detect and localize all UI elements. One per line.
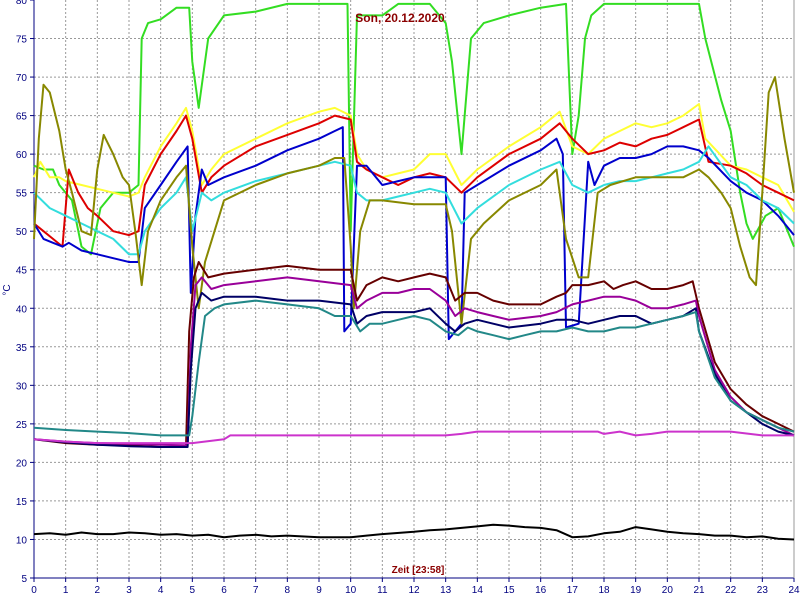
- x-tick-label: 16: [535, 585, 547, 596]
- y-tick-label: 45: [16, 266, 28, 277]
- x-tick-label: 17: [567, 585, 579, 596]
- x-tick-label: 12: [408, 585, 420, 596]
- tick-labels: 0 1 2 3 4 5 6 7 8 9 10 11 12 13 14 15 16 17 18 19 20 21 22 23 24…: [16, 0, 800, 596]
- y-tick-label: 60: [16, 150, 28, 161]
- series-line-12: [33, 523, 795, 541]
- grid: [33, 0, 795, 579]
- x-tick-label: 15: [503, 585, 515, 596]
- y-tick-label: 10: [16, 535, 28, 546]
- x-tick-label: 23: [757, 585, 769, 596]
- y-tick-label: 50: [16, 227, 28, 238]
- series-line-11: [33, 430, 794, 445]
- x-tick-label: 5: [190, 585, 196, 596]
- y-tick-label: 15: [16, 497, 28, 508]
- series-line-6: [33, 76, 795, 325]
- series-lines: [33, 2, 795, 541]
- x-tick-label: 8: [285, 585, 291, 596]
- y-tick-label: 40: [16, 304, 28, 315]
- x-tick-label: 3: [126, 585, 132, 596]
- y-tick-label: 30: [16, 381, 28, 392]
- series-line-7: [33, 261, 795, 448]
- x-tick-label: 11: [377, 585, 388, 596]
- y-tick-label: 20: [16, 458, 28, 469]
- series-line-8: [33, 276, 795, 447]
- x-tick-label: 13: [440, 585, 452, 596]
- y-tick-label: 80: [16, 0, 28, 7]
- series-line-9: [33, 291, 795, 448]
- y-axis-label: °C: [2, 284, 13, 295]
- y-tick-label: 75: [16, 35, 28, 46]
- x-tick-label: 18: [598, 585, 610, 596]
- axes: [30, 0, 795, 582]
- x-tick-label: 14: [472, 585, 484, 596]
- x-tick-label: 2: [95, 585, 101, 596]
- series-line-3: [33, 114, 795, 248]
- x-tick-label: 1: [63, 585, 69, 596]
- x-tick-label: 19: [630, 585, 642, 596]
- x-tick-label: 6: [221, 585, 227, 596]
- x-tick-label: 21: [693, 585, 705, 596]
- x-tick-label: 20: [662, 585, 674, 596]
- x-tick-label: 22: [725, 585, 737, 596]
- x-tick-label: 4: [158, 585, 164, 596]
- x-tick-label: 7: [253, 585, 259, 596]
- series-line-4: [33, 126, 795, 341]
- y-tick-label: 5: [21, 574, 27, 585]
- x-tick-label: 24: [788, 585, 800, 596]
- y-tick-label: 65: [16, 112, 28, 123]
- x-tick-label: 0: [31, 585, 37, 596]
- x-tick-label: 9: [316, 585, 322, 596]
- y-tick-label: 70: [16, 73, 28, 84]
- series-line-5: [33, 145, 795, 256]
- chart-title: Son, 20.12.2020: [355, 11, 445, 25]
- x-tick-label: 10: [345, 585, 357, 596]
- y-tick-label: 55: [16, 189, 28, 200]
- x-axis-label: Zeit [23:58]: [392, 565, 445, 576]
- y-tick-label: 35: [16, 343, 28, 354]
- y-tick-label: 25: [16, 420, 28, 431]
- series-line-10: [33, 299, 795, 437]
